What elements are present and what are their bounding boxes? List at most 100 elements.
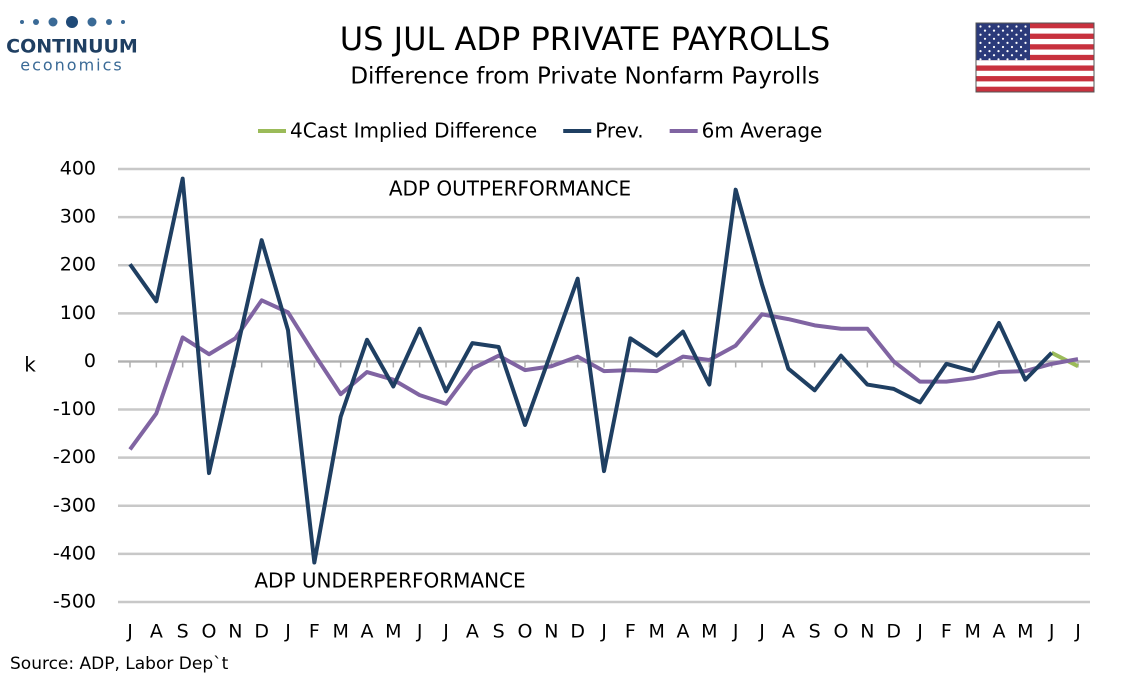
x-tick-label: J [416,621,423,643]
flag-star [1010,54,1014,57]
flag-star [1015,58,1018,61]
y-tick-label: 200 [60,254,96,276]
x-tick-label: J [732,621,739,643]
flag-star [1024,58,1027,61]
flag-stripe [976,81,1094,87]
x-tick-label: M [701,621,717,643]
x-tick-label: O [202,621,217,643]
flag-star [1019,54,1023,57]
flag-stripe [976,44,1094,50]
flag-star [992,37,996,40]
flag-star [1015,25,1018,28]
y-tick-label: 400 [60,158,96,180]
flag-star [1015,33,1018,36]
flag-stripe [976,86,1094,93]
flag-star [988,50,991,53]
x-tick-label: A [782,621,795,643]
flag-star [1010,37,1014,40]
x-tick-label: F [941,621,952,643]
flag-star [1024,41,1027,45]
flag-stripe [976,33,1094,40]
flag-star [988,33,991,36]
flag-star [988,41,991,45]
flag-star [988,58,991,61]
flag-star [992,45,996,49]
x-tick-label: A [361,621,374,643]
x-tick-label: M [964,621,980,643]
series-line [128,176,1054,565]
x-tick-label: S [177,621,189,643]
flag-star [1024,25,1027,28]
flag-stripe [976,38,1094,45]
flag-star [1001,45,1005,49]
x-tick-label: M [332,621,348,643]
flag-star [1024,33,1027,36]
x-tick-label: J [284,621,291,643]
flag-star [1006,50,1009,53]
annotation: ADP OUTPERFORMANCE [389,177,631,201]
y-tick-label: -100 [53,398,96,420]
x-tick-label: O [834,621,849,643]
flag-star [997,50,1000,53]
flag-border [975,22,1095,93]
x-tick-label: A [677,621,690,643]
series-line [128,298,1079,451]
flag-star [1010,29,1014,32]
flag-stripe [976,28,1094,34]
flag-star [1010,45,1014,49]
flag-star [988,25,991,28]
flag-star [1019,45,1023,49]
legend-label: 4Cast Implied Difference [290,119,537,143]
flag-star [997,58,1000,61]
flag-star [979,58,982,61]
flag-star [979,41,982,45]
flag-stripe [976,49,1094,56]
x-tick-label: J [758,621,765,643]
flag-star [1001,29,1005,32]
flag-star [992,54,996,57]
flag-stripe [976,76,1094,82]
x-tick-label: J [1074,621,1081,643]
flag [975,22,1095,93]
chart-title: US JUL ADP PRIVATE PAYROLLS [340,20,831,58]
flag-star [979,50,982,53]
flag-star [997,41,1000,45]
flag-star [983,37,987,40]
flag-star [1015,41,1018,45]
flag-star [1001,54,1005,57]
y-tick-label: 0 [84,350,96,372]
flag-star [997,33,1000,36]
x-tick-label: M [1017,621,1033,643]
x-tick-label: J [916,621,923,643]
x-tick-label: D [886,621,901,643]
legend-label: Prev. [595,119,643,143]
x-tick-label: O [518,621,533,643]
source: Source: ADP, Labor Dep`t [10,654,229,674]
x-tick-label: J [126,621,133,643]
flag-stripe [976,23,1094,29]
x-tick-label: M [648,621,664,643]
x-tick-label: M [385,621,401,643]
y-tick-label: -300 [53,494,96,516]
flag-star [1019,37,1023,40]
x-tick-label: D [254,621,269,643]
logo-tagline: economics [20,56,124,75]
x-tick-label: F [625,621,636,643]
flag-stripe [976,54,1094,61]
flag-stripe [976,70,1094,77]
x-tick-label: N [228,621,242,643]
flag-star [992,29,996,32]
flag-star [1006,25,1009,28]
flag-star [983,29,987,32]
flag-star [1006,41,1009,45]
y-tick-label: -500 [53,591,96,613]
y-tick-label: -400 [53,542,96,564]
x-tick-label: S [809,621,821,643]
legend-label: 6m Average [702,119,823,143]
chart-subtitle: Difference from Private Nonfarm Payrolls [350,64,819,90]
flag-star [997,25,1000,28]
flag-stripe [976,65,1094,72]
flag-star [983,45,987,49]
x-tick-label: J [1048,621,1055,643]
flag-canton [976,23,1030,61]
